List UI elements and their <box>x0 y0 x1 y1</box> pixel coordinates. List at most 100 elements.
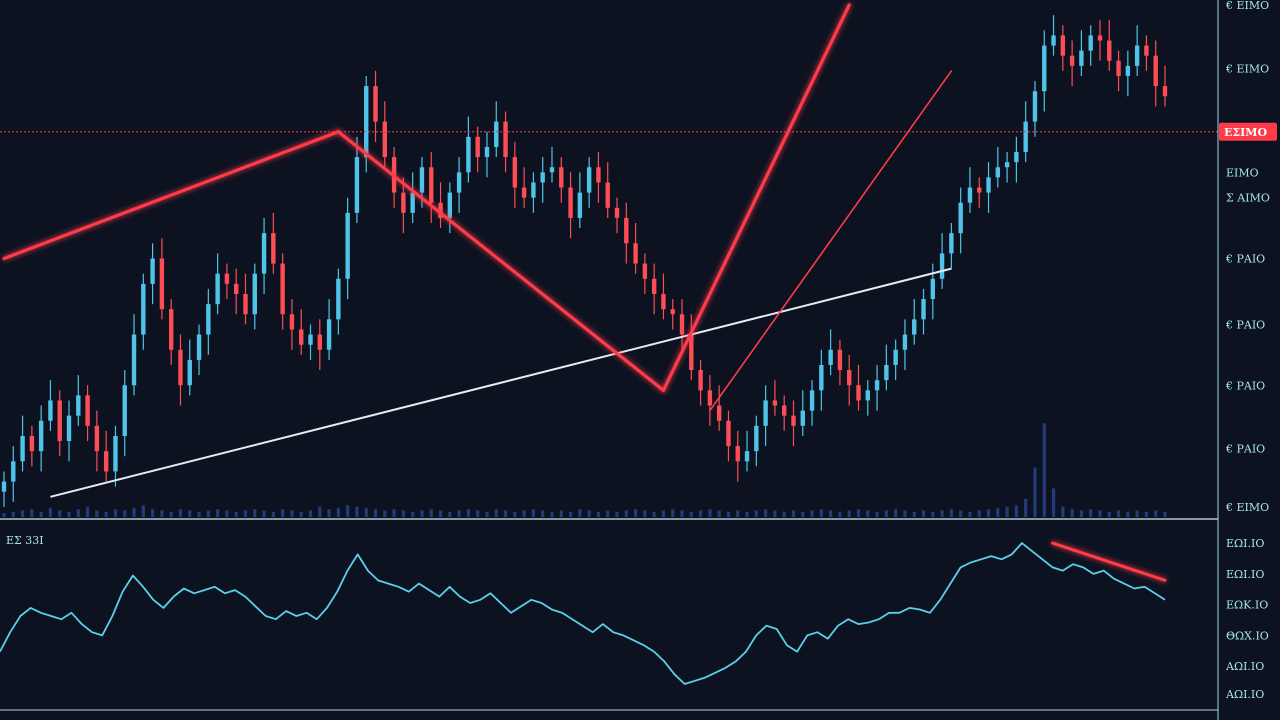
price-axis-ticks: € ΕΙΜΟ€ ΕΙΜΟ€ΚΙΜΟΕΙΜΟΣ ΑΙΜΟ€ ΡΑΙΟ€ ΡΑΙΟ€… <box>1219 0 1277 514</box>
candle-body <box>1 481 7 492</box>
volume-bar <box>271 511 275 517</box>
volume-bar <box>123 510 127 517</box>
candle-body <box>215 273 220 305</box>
candle-body <box>633 243 638 264</box>
volume-bar <box>652 511 656 517</box>
volume-bar <box>829 510 833 517</box>
candle-body <box>234 283 239 294</box>
volume-bar <box>457 510 461 517</box>
candle-body <box>874 380 880 391</box>
candle-body <box>299 329 304 345</box>
candle-body <box>11 461 16 482</box>
volume-bar <box>550 511 554 517</box>
volume-bar <box>568 511 573 517</box>
volume-bar <box>243 510 248 517</box>
current-price-label: ΕΣΙΜΟ <box>1224 126 1267 139</box>
candle-body <box>586 167 592 193</box>
candle-body <box>494 121 499 147</box>
candle-body <box>1088 35 1093 51</box>
volume-bar <box>615 511 619 517</box>
price-tick-label: Σ ΑΙΜΟ <box>1226 192 1270 205</box>
candle-body <box>837 349 843 371</box>
candle-body <box>847 370 852 386</box>
volume-bar <box>132 507 136 517</box>
candle-body <box>754 425 759 452</box>
candle-body <box>577 192 583 218</box>
candle-body <box>763 400 768 426</box>
volume-bar <box>225 510 229 517</box>
volume-bar <box>736 510 740 517</box>
candle-body <box>689 334 694 371</box>
volume-bar <box>624 510 628 517</box>
candle-body <box>930 278 935 300</box>
volume-bar <box>949 509 953 517</box>
volume-bar <box>968 511 972 517</box>
candle-body <box>1060 35 1066 56</box>
volume-bar <box>206 510 210 517</box>
candle-body <box>289 314 295 330</box>
candle-body <box>178 349 183 386</box>
volume-bar <box>1107 511 1111 517</box>
candle-body <box>76 395 81 416</box>
candle-body <box>1023 121 1028 153</box>
volume-bar <box>197 511 201 517</box>
volume-bar <box>234 511 238 517</box>
candle-body <box>568 187 573 218</box>
candle-body <box>549 167 555 173</box>
volume-bar <box>1089 509 1093 517</box>
candle-body <box>38 420 44 452</box>
volume-bar <box>1061 506 1065 517</box>
candle-body <box>995 167 1001 178</box>
candle-body <box>921 299 926 320</box>
candle-body <box>661 293 666 310</box>
volume-bar <box>764 509 768 517</box>
price-tick-label: € ΡΑΙΟ <box>1225 443 1265 456</box>
candle-body <box>624 217 629 244</box>
candle-body <box>707 390 713 406</box>
volume-bar <box>48 507 53 517</box>
candle-body <box>364 86 369 158</box>
volume-bar <box>178 509 183 517</box>
volume-bar <box>931 511 935 517</box>
candle-body <box>354 157 360 213</box>
volume-bar <box>513 511 517 517</box>
candle-body <box>29 435 35 452</box>
candle-body <box>614 207 620 218</box>
volume-bar <box>894 509 898 517</box>
candle-body <box>819 364 824 391</box>
volume-bar <box>940 510 944 517</box>
price-tick-label: € ΕΙΜΟ <box>1225 0 1269 12</box>
candle-body <box>224 273 230 284</box>
volume-bar <box>1135 510 1139 517</box>
candle-body <box>168 309 174 350</box>
candle-body <box>1125 65 1131 76</box>
price-tick-label: € ΡΑΙΟ <box>1225 318 1265 331</box>
price-tick-label: € ΕΙΜΟ <box>1225 62 1269 75</box>
volume-bar <box>717 510 721 517</box>
indicator-tick-label: ΕΩΙ.ΙΟ <box>1226 568 1264 581</box>
volume-bar <box>290 510 294 517</box>
volume-bar <box>281 509 285 517</box>
volume-bar <box>1116 510 1121 517</box>
candle-body <box>438 202 443 218</box>
volume-bar <box>726 511 731 517</box>
candle-body <box>382 121 388 158</box>
volume-bar <box>485 511 489 517</box>
volume-bar <box>1014 505 1018 517</box>
volume-bar <box>745 511 749 517</box>
volume-bar <box>1070 509 1074 517</box>
candle-body <box>187 359 192 386</box>
volume-bar <box>959 510 963 517</box>
volume-bar <box>782 511 786 517</box>
candle-body <box>308 334 313 345</box>
indicator-tick-label: ΕΩΙ.ΙΟ <box>1226 537 1264 550</box>
volume-bar <box>1098 510 1102 517</box>
indicator-layer <box>0 541 1167 685</box>
candle-body <box>1134 45 1140 66</box>
candle-body <box>243 293 248 315</box>
volume-bar <box>39 511 43 517</box>
candle-body <box>150 258 155 284</box>
price-trendlines <box>0 3 1218 498</box>
volume-bar <box>912 511 916 517</box>
candle-body <box>1032 91 1038 122</box>
